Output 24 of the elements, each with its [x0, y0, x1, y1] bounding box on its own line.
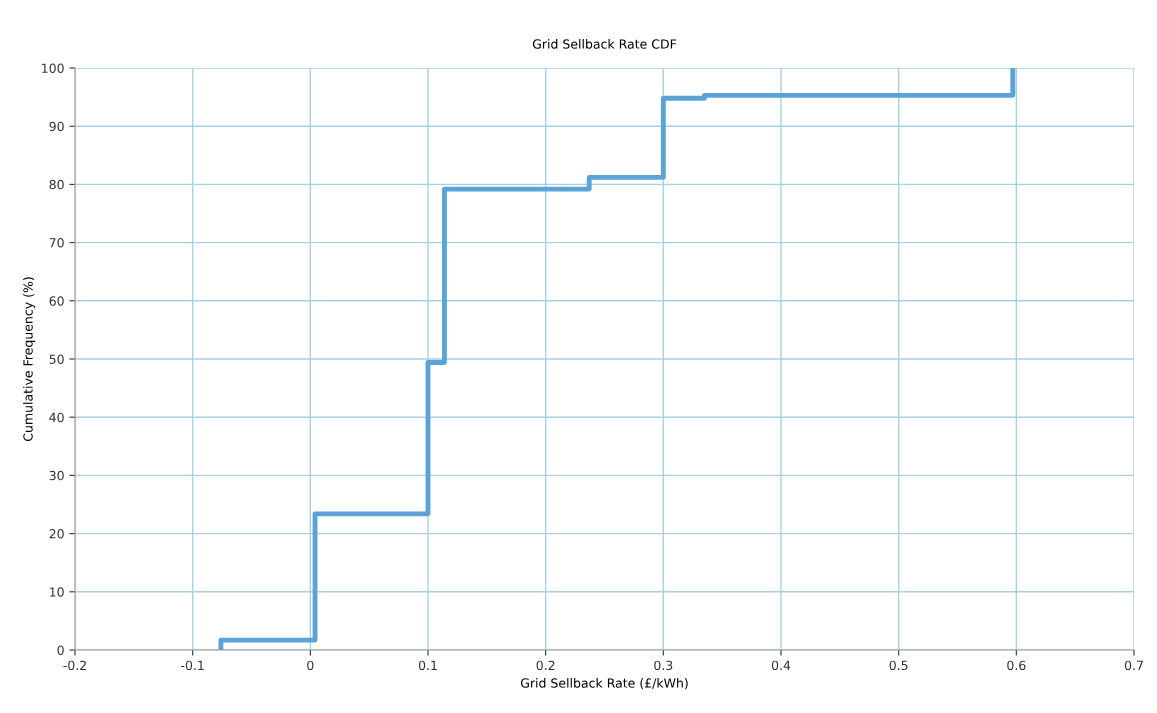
x-tick-label: 0.2	[536, 660, 555, 671]
y-tick-label: 20	[49, 529, 64, 539]
chart-title: Grid Sellback Rate CDF	[532, 39, 677, 49]
y-tick-label: 30	[49, 470, 64, 481]
x-tick-label: 0.4	[771, 660, 791, 671]
x-tick-label: 0	[307, 660, 314, 671]
x-tick-label: 0.3	[654, 660, 673, 671]
x-axis-title: Grid Sellback Rate (£/kWh)	[520, 678, 688, 690]
y-tick-label: 50	[49, 354, 64, 364]
x-tick-label: 0.5	[889, 660, 908, 671]
y-tick-label: 70	[49, 238, 64, 248]
y-tick-label: 100	[42, 63, 64, 73]
y-tick-label: 10	[50, 587, 64, 597]
y-tick-label: 40	[49, 412, 64, 423]
y-axis-title: Cumulative Frequency (%)	[23, 277, 36, 442]
y-tick-label: 60	[49, 296, 64, 306]
x-tick-label: 0.1	[418, 660, 437, 671]
x-tick-label: -0.1	[181, 660, 204, 671]
y-tick-label: 0	[57, 645, 64, 655]
x-tick-label: 0.6	[1007, 660, 1026, 671]
y-tick-label: 90	[49, 121, 64, 132]
x-tick-label: 0.7	[1124, 660, 1143, 671]
y-tick-label: 80	[49, 179, 64, 190]
x-tick-label: -0.2	[63, 660, 86, 671]
